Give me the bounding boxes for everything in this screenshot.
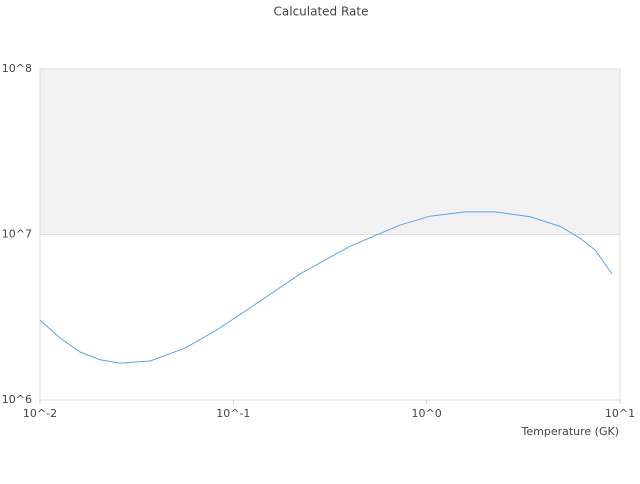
y-tick-label: 10^7 <box>2 228 32 241</box>
x-axis-label: Temperature (GK) <box>521 425 620 438</box>
plot-band <box>40 69 620 235</box>
y-tick-label: 10^6 <box>2 393 32 406</box>
x-tick-label: 10^0 <box>412 407 442 420</box>
y-tick-label: 10^8 <box>2 62 32 75</box>
x-tick-label: 10^-2 <box>23 407 57 420</box>
x-tick-label: 10^1 <box>605 407 635 420</box>
chart-title: Calculated Rate <box>274 5 369 19</box>
x-tick-label: 10^-1 <box>216 407 250 420</box>
series-line <box>39 211 613 364</box>
